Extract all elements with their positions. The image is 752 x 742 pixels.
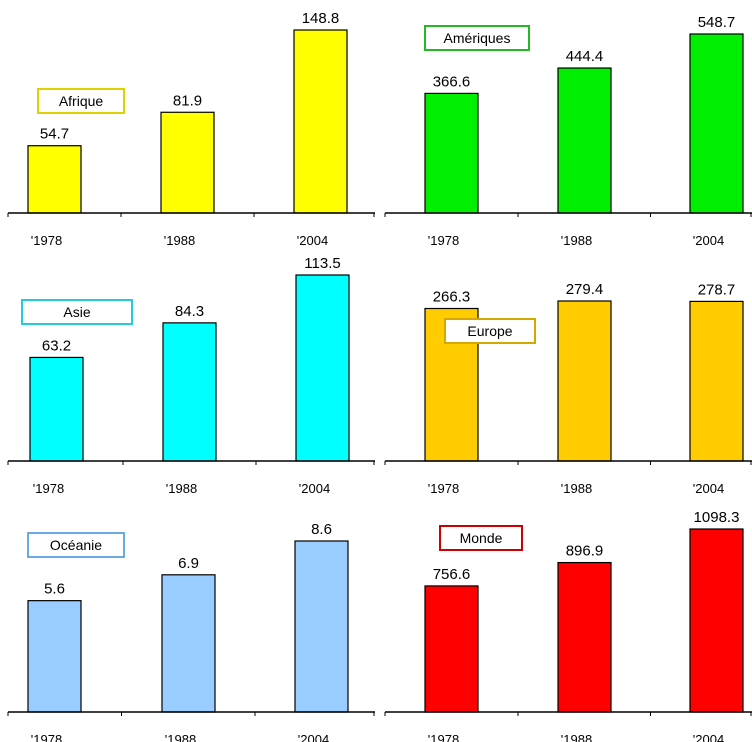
bar (689, 528, 744, 713)
bar (557, 561, 612, 713)
panel-ameriques: 366.6 444.4 548.7 '1978 '1988 '2004 Amériques (384, 14, 752, 248)
bar-value-label: 54.7 (40, 126, 69, 143)
legend-label: Europe (467, 323, 512, 339)
panel-europe: 266.3 279.4 278.7 '1978 '1988 '2004 Europe (384, 281, 752, 496)
bar (557, 67, 612, 214)
bar-value-label: 84.3 (175, 303, 204, 320)
bar-value-label: 113.5 (304, 255, 340, 272)
panel-oceanie: 5.6 6.9 8.6 '1978 '1988 '2004 Océanie (7, 521, 375, 742)
bar-value-label: 1098.3 (694, 509, 740, 526)
x-tick-label: '1978 (428, 233, 459, 248)
x-tick-label: '1978 (31, 233, 62, 248)
x-tick-label: '2004 (297, 233, 328, 248)
x-tick-label: '1988 (164, 233, 195, 248)
panel-asie: 63.2 84.3 113.5 '1978 '1988 '2004 Asie (7, 255, 375, 496)
legend-label: Océanie (50, 537, 102, 553)
bar-value-label: 366.6 (433, 73, 471, 90)
x-tick-label: '1988 (561, 732, 592, 742)
bar (294, 540, 349, 713)
bar-value-label: 6.9 (178, 555, 199, 572)
bar-value-label: 63.2 (42, 337, 71, 354)
x-tick-label: '1978 (33, 481, 64, 496)
x-tick-label: '2004 (298, 732, 329, 742)
bar (293, 29, 348, 214)
bar-value-label: 148.8 (302, 10, 340, 27)
bar (160, 111, 215, 214)
panel-monde: 756.6 896.9 1098.3 '1978 '1988 '2004 Monde (384, 509, 752, 742)
bar-value-label: 278.7 (698, 281, 736, 298)
x-tick-label: '1978 (428, 732, 459, 742)
bar (162, 322, 217, 462)
bar-value-label: 896.9 (566, 543, 604, 560)
bar (689, 33, 744, 214)
bar-value-label: 5.6 (44, 581, 65, 598)
bar (424, 92, 479, 214)
bar-value-label: 548.7 (698, 14, 736, 31)
legend-box (444, 318, 536, 344)
panel-afrique: 54.7 81.9 148.8 '1978 '1988 '2004 Afrique (7, 10, 375, 248)
bar (161, 574, 216, 713)
x-tick-label: '1988 (166, 481, 197, 496)
legend-label: Afrique (59, 93, 104, 109)
legend-label: Asie (63, 304, 90, 320)
legend-box (424, 25, 530, 51)
x-tick-label: '1988 (561, 233, 592, 248)
bar (295, 274, 350, 462)
legend-box (27, 532, 125, 558)
bar-value-label: 81.9 (173, 92, 202, 109)
legend-label: Monde (460, 530, 503, 546)
bar (29, 356, 84, 462)
bar-value-label: 266.3 (433, 289, 471, 306)
bar (557, 300, 612, 462)
bar (27, 600, 82, 713)
bar (424, 585, 479, 713)
x-tick-label: '1978 (428, 481, 459, 496)
legend-box (37, 88, 125, 114)
bar-value-label: 756.6 (433, 566, 471, 583)
bar (689, 300, 744, 462)
x-tick-label: '1978 (31, 732, 62, 742)
bar-value-label: 279.4 (566, 281, 604, 298)
legend-box (21, 299, 133, 325)
legend-label: Amériques (444, 30, 511, 46)
x-tick-label: '2004 (693, 732, 724, 742)
bar (27, 145, 82, 214)
bar-value-label: 8.6 (311, 521, 332, 538)
x-tick-label: '2004 (693, 233, 724, 248)
bar-value-label: 444.4 (566, 48, 604, 65)
x-tick-label: '2004 (693, 481, 724, 496)
x-tick-label: '1988 (165, 732, 196, 742)
x-tick-label: '2004 (299, 481, 330, 496)
legend-box (439, 525, 523, 551)
x-tick-label: '1988 (561, 481, 592, 496)
